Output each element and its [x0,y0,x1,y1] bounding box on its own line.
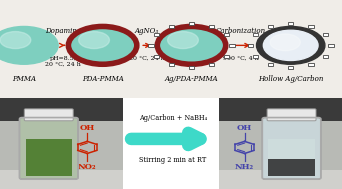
FancyBboxPatch shape [248,44,253,47]
FancyBboxPatch shape [262,118,321,179]
FancyBboxPatch shape [268,139,315,159]
Text: Ag/Carbon + NaBH₄: Ag/Carbon + NaBH₄ [139,114,207,122]
FancyBboxPatch shape [224,55,229,58]
FancyBboxPatch shape [123,98,219,189]
FancyBboxPatch shape [26,139,72,176]
FancyBboxPatch shape [209,25,214,28]
Text: 900 °C, 4 h: 900 °C, 4 h [223,56,259,61]
Text: OH: OH [237,124,252,132]
FancyBboxPatch shape [189,66,194,69]
FancyBboxPatch shape [19,118,78,179]
Circle shape [270,34,300,51]
FancyBboxPatch shape [308,25,314,28]
FancyBboxPatch shape [219,170,342,189]
Text: PMMA: PMMA [12,75,36,83]
FancyBboxPatch shape [323,33,328,36]
FancyBboxPatch shape [323,55,328,58]
Text: Dopamine: Dopamine [45,27,81,35]
Circle shape [256,26,325,64]
FancyBboxPatch shape [0,98,123,189]
FancyBboxPatch shape [154,33,159,36]
Circle shape [168,32,198,49]
FancyBboxPatch shape [24,109,73,121]
FancyBboxPatch shape [268,159,315,176]
FancyBboxPatch shape [288,66,293,69]
Text: NO₂: NO₂ [78,163,96,170]
FancyBboxPatch shape [229,44,235,47]
FancyBboxPatch shape [0,170,123,189]
FancyBboxPatch shape [308,63,314,66]
Text: pH=8.5,
20 °C, 24 h: pH=8.5, 20 °C, 24 h [45,56,81,67]
FancyBboxPatch shape [268,63,273,66]
FancyBboxPatch shape [328,44,334,47]
Circle shape [0,32,31,49]
Circle shape [68,26,137,64]
FancyBboxPatch shape [224,33,229,36]
Text: Ag/PDA-PMMA: Ag/PDA-PMMA [165,75,218,83]
FancyBboxPatch shape [268,25,273,28]
Circle shape [79,32,109,49]
FancyBboxPatch shape [209,63,214,66]
FancyBboxPatch shape [0,98,123,121]
FancyBboxPatch shape [267,109,316,121]
Text: OH: OH [80,124,95,132]
Circle shape [0,26,58,64]
Circle shape [157,26,226,64]
Text: PDA-PMMA: PDA-PMMA [82,75,123,83]
Text: Carbonization: Carbonization [216,27,266,35]
FancyBboxPatch shape [253,33,259,36]
FancyBboxPatch shape [169,63,174,66]
FancyBboxPatch shape [154,55,159,58]
FancyBboxPatch shape [253,55,259,58]
Text: AgNO₃: AgNO₃ [135,27,159,35]
FancyBboxPatch shape [219,98,342,189]
Text: 20 °C, 24 h: 20 °C, 24 h [129,56,165,61]
FancyBboxPatch shape [288,22,293,25]
FancyBboxPatch shape [219,98,342,121]
Circle shape [263,30,318,60]
Text: Stirring 2 min at RT: Stirring 2 min at RT [139,156,206,164]
Text: Hollow Ag/Carbon: Hollow Ag/Carbon [258,75,324,83]
FancyBboxPatch shape [189,22,194,25]
FancyBboxPatch shape [169,25,174,28]
FancyBboxPatch shape [148,44,154,47]
Text: NH₂: NH₂ [235,163,254,170]
